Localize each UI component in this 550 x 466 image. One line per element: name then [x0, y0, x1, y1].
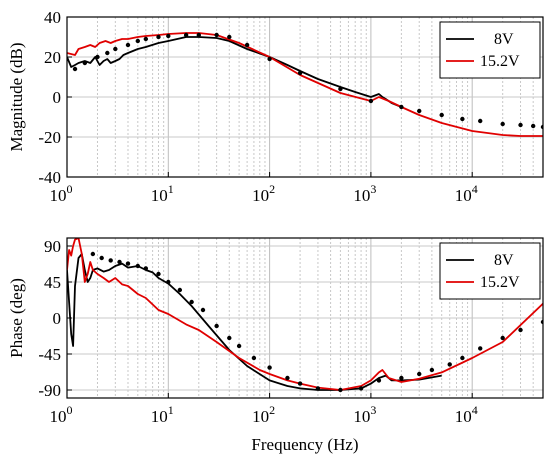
y-tick-label: 40 — [44, 8, 61, 27]
data-point — [125, 42, 131, 48]
legend: 8V 15.2V — [439, 242, 541, 300]
data-point — [125, 261, 131, 266]
data-point — [368, 98, 374, 104]
data-point — [166, 279, 171, 285]
y-tick-label: -20 — [38, 128, 61, 147]
data-point — [460, 355, 465, 361]
data-point — [156, 34, 161, 40]
x-tick-label: 103 — [353, 403, 376, 426]
data-point — [518, 122, 523, 128]
data-point — [478, 346, 483, 351]
data-point — [417, 108, 422, 114]
data-point — [90, 251, 96, 257]
data-point — [376, 378, 382, 383]
data-point — [417, 371, 422, 377]
data-point — [236, 343, 242, 349]
x-tick-label: 100 — [50, 403, 73, 426]
data-point — [183, 32, 189, 38]
data-point — [166, 33, 171, 39]
data-point — [338, 387, 343, 393]
data-point — [500, 121, 505, 127]
data-point — [99, 255, 104, 261]
data-point — [478, 118, 483, 124]
grid-lines — [66, 16, 544, 178]
data-point — [135, 263, 141, 269]
data-point — [447, 362, 452, 367]
series-group — [67, 32, 543, 137]
data-point — [297, 70, 303, 76]
data-point — [177, 287, 183, 293]
data-point — [227, 335, 232, 341]
x-axis-label: Frequency (Hz) — [251, 435, 358, 454]
data-point — [117, 259, 122, 265]
legend-label: 15.2V — [480, 53, 520, 70]
x-tick-label: 104 — [455, 182, 478, 205]
data-point — [156, 271, 161, 277]
legend-box — [439, 21, 541, 79]
data-point — [72, 66, 78, 72]
data-point — [251, 355, 257, 361]
data-point — [315, 386, 321, 391]
data-point — [244, 42, 250, 48]
legend-box — [439, 242, 541, 300]
data-point — [439, 112, 444, 118]
y-tick-label: -45 — [38, 345, 61, 364]
y-tick-label: 45 — [44, 273, 61, 292]
axes-frame — [66, 16, 544, 178]
y-tick-label: 90 — [44, 237, 61, 256]
data-point — [358, 386, 364, 391]
series-line-black — [67, 36, 402, 108]
y-tick-label: 0 — [53, 88, 62, 107]
x-tick-label: 101 — [151, 182, 174, 205]
y-axis-label: Phase (deg) — [7, 278, 26, 358]
x-tick-label: 101 — [151, 403, 174, 426]
data-point — [267, 56, 272, 62]
data-point — [196, 32, 201, 38]
chart-panel-phase: 90 45 0 -45 -90 100 101 102 103 104 Phase (deg) Fre… — [7, 237, 544, 454]
data-point — [285, 375, 290, 381]
data-point — [82, 60, 88, 66]
data-point — [500, 335, 505, 341]
legend-label: 8V — [494, 252, 514, 269]
data-point — [95, 54, 100, 60]
y-axis-label: Magnitude (dB) — [7, 42, 26, 151]
data-point — [297, 381, 303, 386]
data-point — [399, 375, 404, 381]
data-point — [135, 38, 141, 44]
data-point — [429, 367, 435, 373]
series-line-red — [67, 238, 543, 391]
data-point — [530, 123, 536, 129]
data-point — [518, 327, 523, 333]
data-point — [460, 116, 465, 122]
legend-label: 8V — [494, 31, 514, 48]
series-group — [67, 238, 543, 393]
data-point — [105, 50, 110, 56]
x-tick-label: 102 — [252, 182, 275, 205]
data-point — [200, 307, 206, 313]
axes-frame — [66, 237, 544, 399]
legend-label: 15.2V — [480, 274, 520, 291]
y-tick-label: -40 — [38, 168, 61, 187]
data-point — [214, 32, 219, 38]
y-tick-label: 0 — [53, 309, 62, 328]
data-point — [113, 46, 118, 52]
y-tick-label: 20 — [44, 48, 61, 67]
x-tick-label: 102 — [252, 403, 275, 426]
data-point — [267, 365, 272, 370]
x-tick-label: 100 — [50, 182, 73, 205]
data-point — [227, 34, 232, 40]
data-point — [338, 86, 343, 92]
data-point — [143, 266, 149, 271]
data-point — [214, 323, 219, 329]
x-tick-label: 104 — [455, 403, 478, 426]
x-tick-label: 103 — [353, 182, 376, 205]
data-point — [108, 258, 113, 263]
data-point — [189, 299, 194, 305]
legend: 8V 15.2V — [439, 21, 541, 79]
y-tick-label: -90 — [38, 381, 61, 400]
data-point — [143, 36, 149, 42]
data-point — [399, 104, 404, 110]
